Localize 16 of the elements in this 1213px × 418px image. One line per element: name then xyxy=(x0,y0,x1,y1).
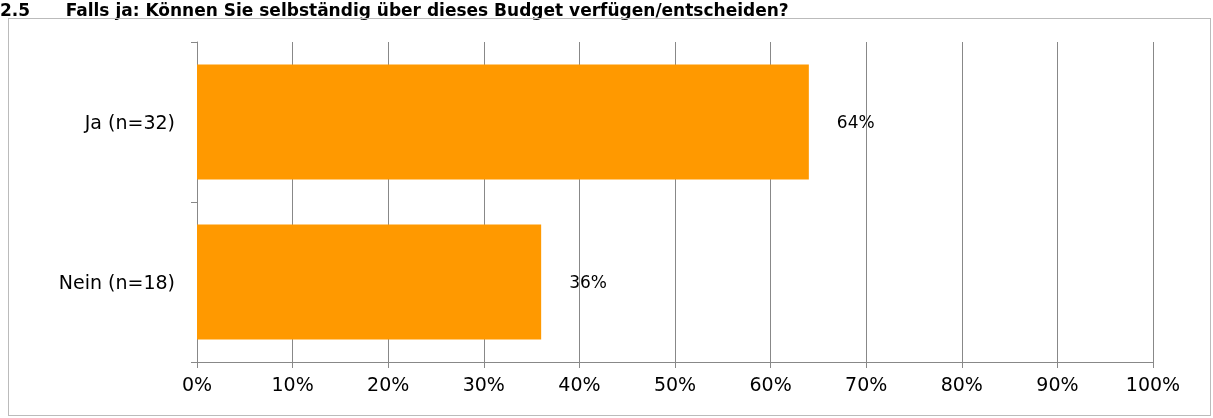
chart-title: 2.5 Falls ja: Können Sie selbständig über dieses Budget verfügen/entscheiden? xyxy=(0,0,790,20)
x-tick-label: 90% xyxy=(1036,372,1079,395)
x-tick-label: 10% xyxy=(271,372,314,395)
x-tick-label: 70% xyxy=(845,372,888,395)
x-tick-label: 40% xyxy=(558,372,601,395)
x-tick-label: 50% xyxy=(653,372,697,395)
x-tick-label: 80% xyxy=(940,372,983,395)
data-label: 64% xyxy=(836,112,875,132)
x-tick-label: 30% xyxy=(462,372,505,395)
y-tick-label: Ja (n=32) xyxy=(83,111,175,133)
x-tick-label: 20% xyxy=(367,372,410,395)
x-tick-label: 60% xyxy=(749,372,792,395)
x-tick-label: 100% xyxy=(1125,372,1181,395)
data-label: 36% xyxy=(569,272,607,292)
x-tick-label: 0% xyxy=(181,372,213,395)
y-tick-label: Nein (n=18) xyxy=(58,271,175,293)
